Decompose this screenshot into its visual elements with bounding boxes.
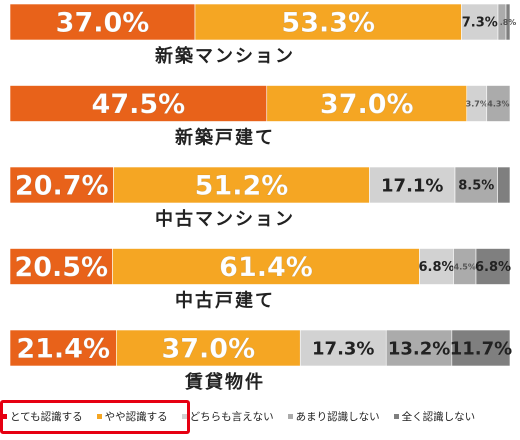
legend-label-1: やや認識する (104, 410, 168, 423)
data-label-4-0: 21.4% (16, 334, 110, 365)
legend-swatch-4 (393, 413, 399, 419)
legend-item-4: 全く認識しない (393, 409, 476, 424)
legend-item-1: やや認識する (96, 409, 168, 424)
bar-segment-1-1 (266, 85, 468, 122)
data-label-4-2: 17.3% (312, 338, 374, 359)
data-label-2-1: 51.2% (195, 171, 289, 202)
legend-highlight-box (0, 400, 190, 434)
category-label-1: 新築戸建て (175, 127, 275, 149)
bar-segment-0-0 (9, 3, 196, 41)
legend-swatch-0 (2, 413, 7, 419)
category-label-4: 賃貸物件 (184, 371, 265, 393)
category-label-3: 中古戸建て (175, 290, 275, 312)
data-label-3-4: 6.8% (475, 260, 511, 275)
bar-segment-2-0 (9, 166, 114, 204)
data-label-1-0: 47.5% (92, 89, 186, 120)
data-label-1-2: 3.7% (466, 99, 488, 108)
legend-label-0: とても認識する (10, 410, 83, 423)
data-label-0-2: 7.3% (462, 16, 498, 31)
data-label-3-1: 61.4% (219, 252, 313, 283)
category-label-2: 中古マンション (155, 208, 295, 230)
bar-segment-2-2 (369, 166, 456, 204)
data-label-3-2: 6.8% (418, 260, 454, 275)
bar-segment-4-3 (385, 329, 453, 367)
data-label-4-3: 13.2% (388, 338, 450, 359)
data-label-1-1: 37.0% (320, 89, 414, 120)
category-label-0: 新築マンション (155, 45, 295, 67)
legend-item-0: とても認識する (2, 409, 83, 424)
legend-item-2: どちらも言えない (181, 409, 274, 424)
bar-segment-4-1 (116, 329, 301, 367)
bar-segment-0-2 (461, 3, 499, 41)
data-label-3-0: 20.5% (14, 252, 108, 283)
data-label-2-2: 17.1% (381, 175, 443, 196)
bar-segment-0-1 (194, 3, 462, 41)
bar-segment-2-4 (497, 166, 511, 204)
data-label-0-4: .8% (500, 18, 517, 27)
bar-segment-3-2 (419, 248, 454, 285)
legend-item-3: あまり認識しない (287, 409, 380, 424)
chart-legend: とても認識する やや認識する どちらも言えない あまり認識しない 全く認識しない (2, 402, 489, 430)
data-label-2-0: 20.7% (15, 171, 109, 202)
bar-segment-1-0 (9, 85, 268, 122)
data-label-4-4: 11.7% (450, 338, 512, 359)
bar-segment-3-4 (475, 248, 511, 285)
bar-segment-0-4 (505, 3, 511, 41)
data-label-2-3: 8.5% (458, 179, 494, 194)
bar-segment-4-4 (451, 329, 511, 367)
legend-swatch-1 (96, 413, 102, 419)
bar-segment-4-0 (9, 329, 117, 367)
bar-segment-3-0 (9, 248, 113, 285)
data-label-3-3: 4.5% (454, 262, 476, 271)
data-label-0-1: 53.3% (281, 8, 375, 39)
legend-swatch-3 (287, 413, 293, 419)
legend-label-4: 全く認識しない (401, 410, 476, 423)
data-label-1-3: 4.3% (487, 99, 509, 108)
bar-segment-1-3 (486, 85, 511, 122)
legend-swatch-2 (181, 413, 187, 419)
data-label-4-1: 37.0% (161, 334, 255, 365)
legend-label-2: どちらも言えない (189, 410, 274, 423)
legend-label-3: あまり認識しない (295, 410, 380, 423)
bar-segment-4-2 (299, 329, 387, 367)
data-label-0-0: 37.0% (56, 8, 150, 39)
